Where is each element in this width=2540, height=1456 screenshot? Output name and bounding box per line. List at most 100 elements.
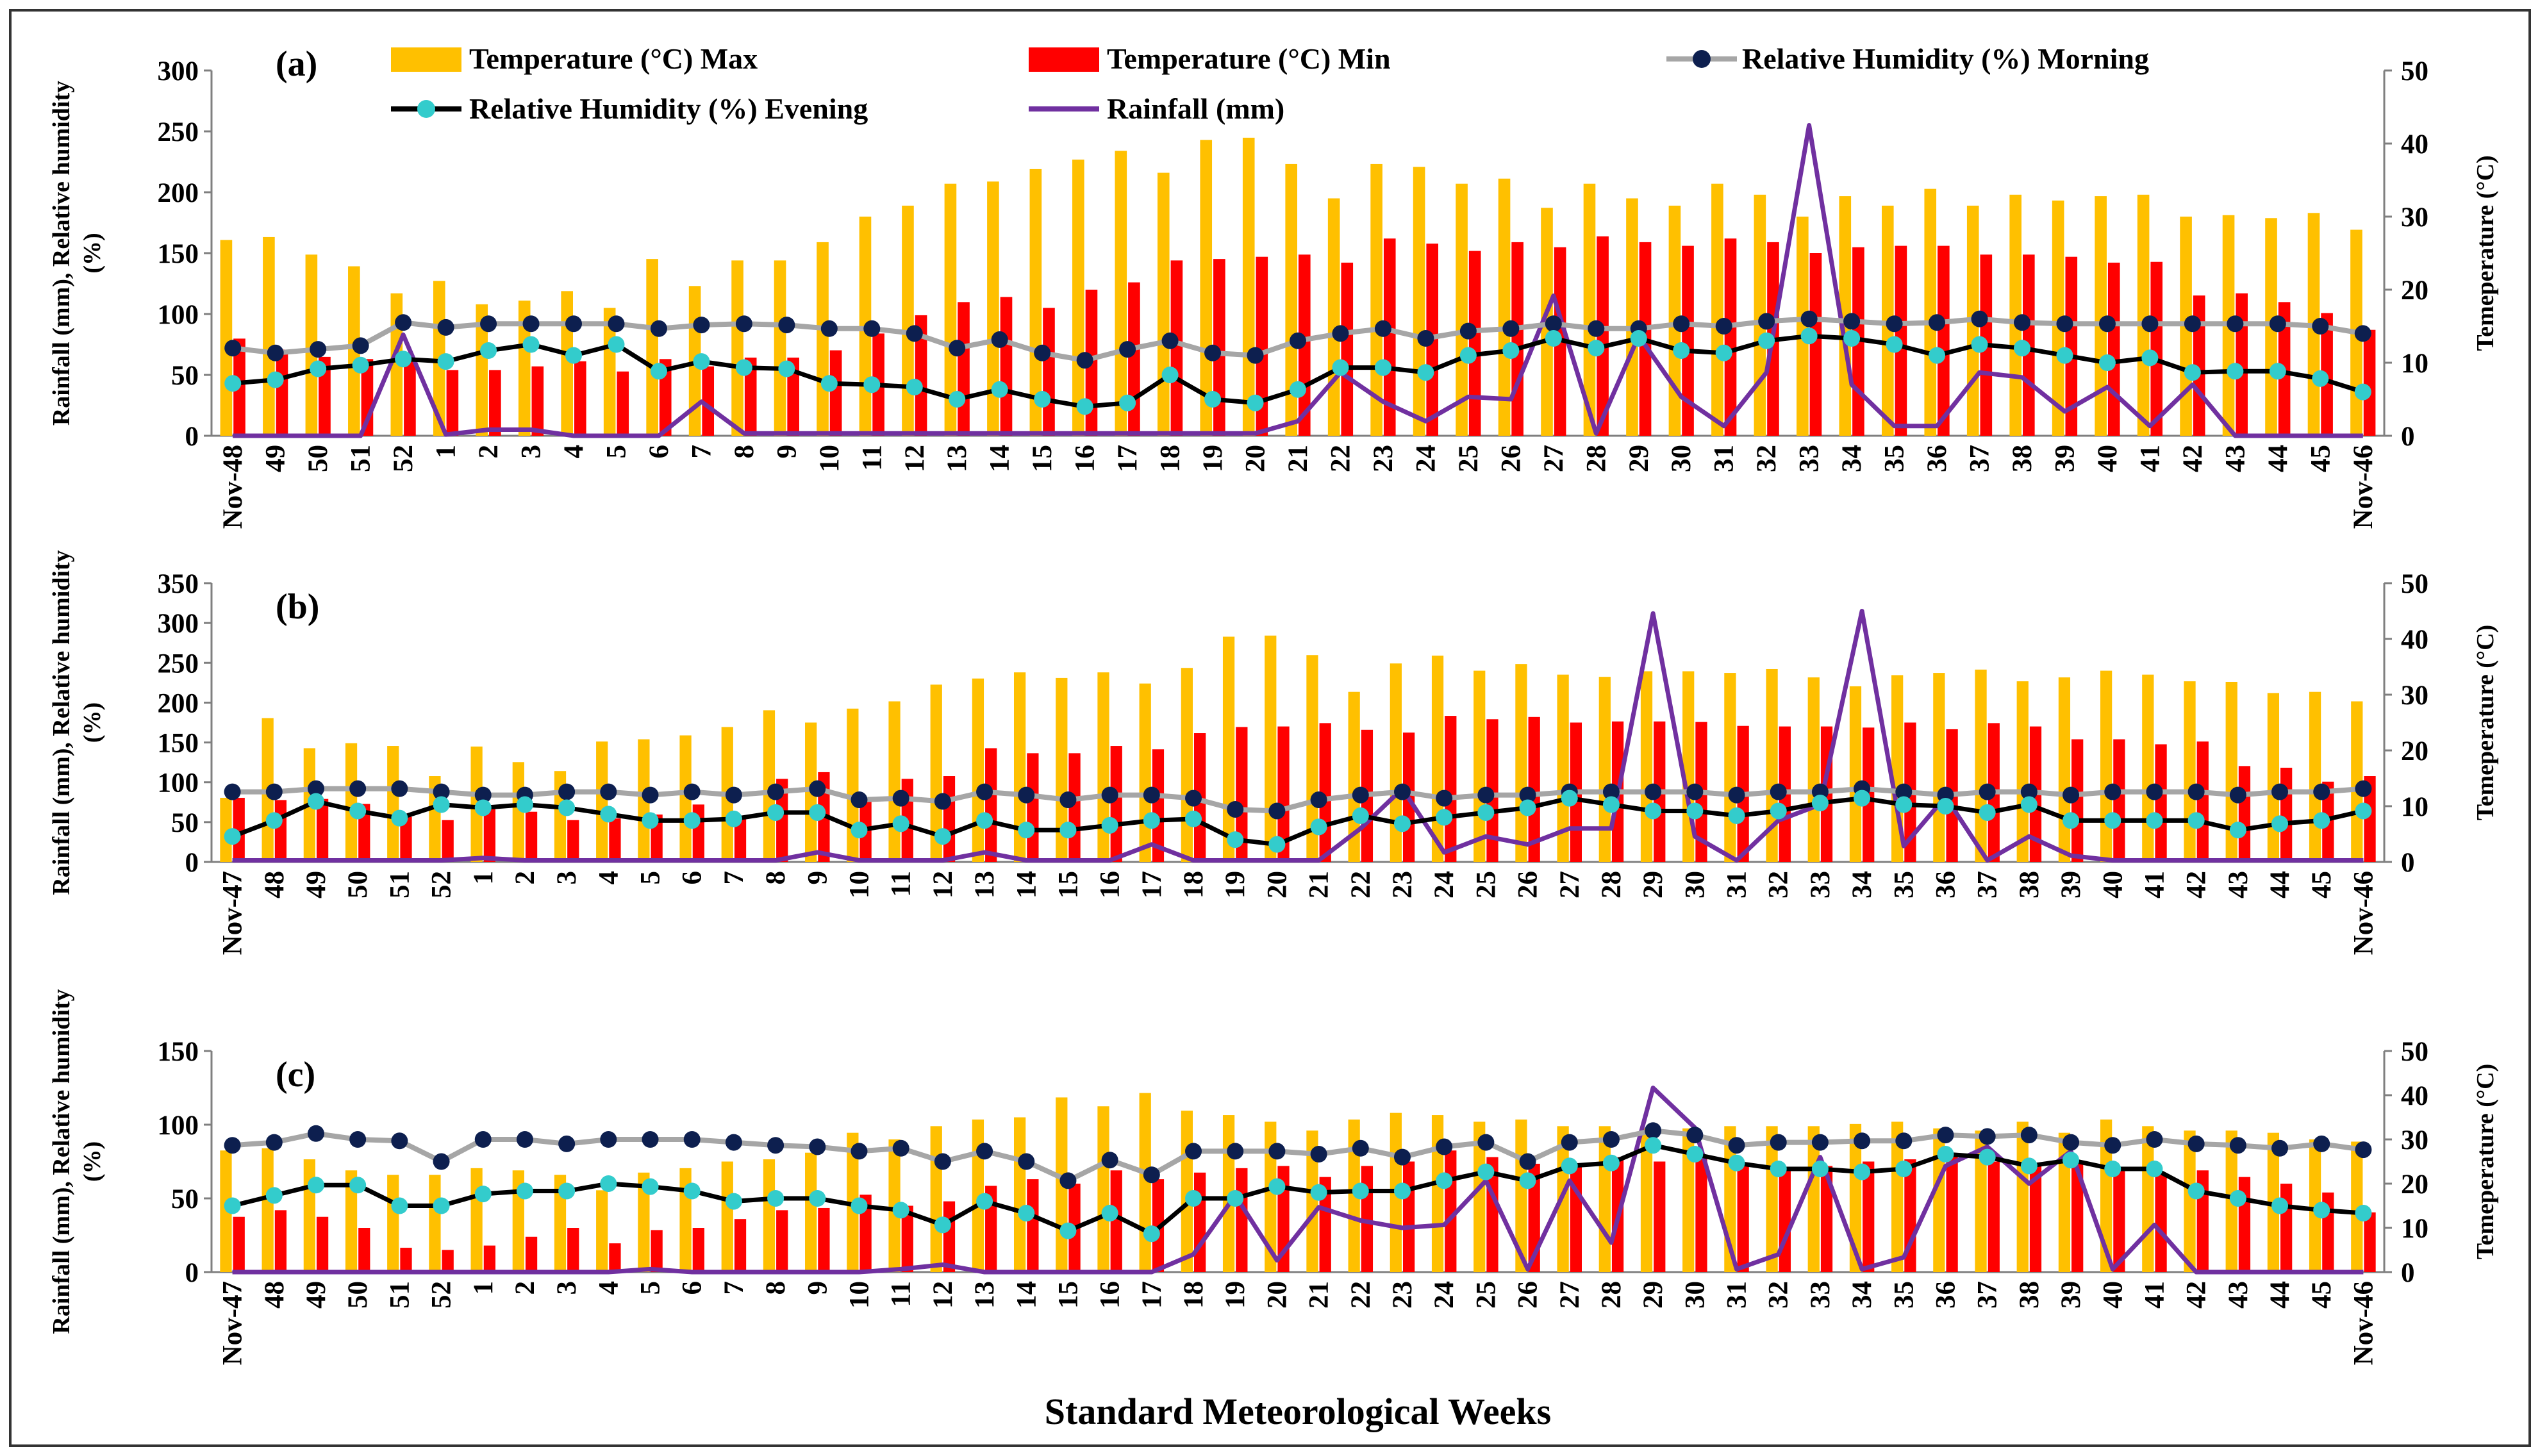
bar-temp-max [2225,681,2237,862]
x-tick-label: 35 [1880,445,1910,472]
bar-temp-min [442,820,454,862]
bar-temp-max [220,1150,232,1272]
bar-temp-max [1072,160,1084,436]
bar-temp-max [2351,701,2363,862]
bar-temp-max [721,1161,733,1272]
point-rh-morning [892,790,909,807]
point-rh-evening [892,815,909,832]
legend-marker-rhe [417,100,435,118]
point-rh-evening [2104,1161,2121,1177]
point-rh-evening [1545,330,1562,347]
bar-temp-max [1056,677,1068,862]
point-rh-morning [1310,1146,1327,1162]
bar-temp-min [1682,245,1694,436]
x-tick-label: 2 [510,871,540,885]
bar-temp-max [2095,196,2107,436]
point-rh-evening [2229,1190,2246,1207]
x-tick-label: Nov-48 [218,445,248,529]
point-rh-evening [1018,822,1035,839]
point-rh-morning [1268,802,1286,820]
point-rh-evening [352,356,369,374]
bar-temp-max [2267,693,2280,862]
point-rh-evening [820,375,838,392]
point-rh-morning [1800,310,1818,327]
bar-temp-max [1222,636,1235,862]
point-rh-morning [767,1137,784,1154]
point-rh-morning [934,793,951,810]
bar-temp-max [2016,681,2029,862]
left-tick-label: 100 [158,1111,199,1141]
bar-temp-min [531,366,544,436]
point-rh-evening [1854,790,1871,807]
point-rh-morning [2227,315,2244,333]
point-rh-morning [2104,783,2121,800]
point-rh-evening [809,804,826,821]
bar-temp-max [1557,674,1569,862]
x-tick-label: 22 [1325,445,1356,472]
x-tick-label: 30 [1680,871,1710,898]
point-rh-evening [1561,790,1578,807]
point-rh-evening [600,1175,617,1192]
bar-temp-max [1924,188,1937,436]
point-rh-morning [522,315,540,333]
point-rh-evening [2354,383,2371,401]
bar-temp-max [1640,1128,1653,1272]
bar-temp-min [567,820,579,862]
bar-temp-min [1152,749,1165,862]
x-tick-label: 21 [1283,445,1313,472]
x-tick-label: 49 [301,1281,331,1309]
figure-frame [9,9,2531,1447]
bar-temp-max [2184,1130,2196,1272]
point-rh-evening [349,802,367,820]
bar-temp-max [2100,1119,2113,1272]
bar-temp-max [1583,183,1596,436]
x-tick-label: 27 [1555,871,1585,898]
right-tick-label: 50 [2401,1037,2428,1067]
point-rh-morning [642,786,659,804]
point-rh-morning [2056,315,2073,333]
bar-temp-max [512,762,524,862]
bar-temp-min [609,1243,621,1272]
point-rh-morning [1436,790,1453,807]
point-rh-evening [1268,1178,1286,1195]
left-tick-label: 200 [158,688,199,718]
x-tick-label: 44 [2265,1281,2295,1309]
x-tick-label: 11 [857,445,887,471]
x-tick-label: 24 [1429,1281,1459,1309]
bar-temp-max [1242,137,1255,436]
x-tick-label: 41 [2139,871,2170,898]
x-tick-label: 50 [303,445,333,472]
x-tick-label: 24 [1411,445,1441,472]
point-rh-morning [391,1132,408,1150]
point-rh-evening [1459,347,1477,364]
point-rh-morning [1290,332,1306,349]
bar-temp-min [1256,256,1268,436]
point-rh-evening [1758,332,1775,349]
point-rh-morning [906,325,923,342]
point-rh-evening [2020,1157,2038,1175]
point-rh-evening [600,806,617,823]
left-tick-label: 350 [158,569,199,599]
point-rh-evening [2063,812,2080,829]
x-tick-label: 24 [1429,871,1459,898]
point-rh-morning [1034,344,1051,361]
point-rh-evening [2271,1197,2289,1214]
right-axis-title: Temeperature (°C) [2472,1064,2499,1259]
point-rh-morning [820,320,838,337]
x-tick-label: 45 [2307,871,2337,898]
point-rh-morning [1076,352,1093,369]
point-rh-evening [1645,802,1662,820]
point-rh-evening [1673,342,1690,359]
point-rh-evening [391,1197,408,1214]
bar-temp-max [763,1159,776,1272]
bar-temp-max [1473,1121,1486,1272]
x-tick-label: 35 [1889,871,1919,898]
x-tick-label: 6 [677,1281,708,1295]
point-rh-morning [1854,1132,1871,1150]
point-rh-evening [892,1202,909,1219]
point-rh-morning [2020,783,2038,800]
x-tick-label: 17 [1137,1281,1167,1309]
bar-temp-min [2113,1170,2125,1272]
x-tick-label: 36 [1930,871,1961,898]
x-tick-label: 11 [886,1281,917,1307]
